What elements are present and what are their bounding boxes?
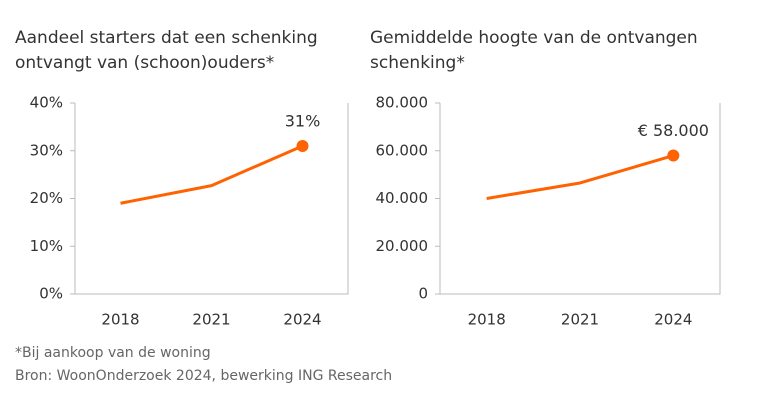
x-tick-label: 2024 <box>654 311 692 329</box>
y-tick-label: 80.000 <box>376 94 429 112</box>
x-tick-label: 2021 <box>192 311 230 329</box>
x-tick-label: 2018 <box>101 311 139 329</box>
source: Bron: WoonOnderzoek 2024, bewerking ING … <box>15 368 393 384</box>
footnote: *Bij aankoop van de woning <box>15 345 211 361</box>
y-tick-label: 20% <box>30 189 63 207</box>
point <box>667 149 680 162</box>
chart-title: Gemiddelde hoogte van de ontvangen schen… <box>370 28 698 73</box>
y-tick-label: 40.000 <box>376 189 429 207</box>
y-tick-label: 30% <box>30 141 63 159</box>
y-tick-label: 0 <box>418 285 428 303</box>
x-tick-label: 2021 <box>561 311 599 329</box>
line <box>486 154 674 200</box>
y-tick-label: 10% <box>30 237 63 255</box>
y-tick-label: 60.000 <box>376 141 429 159</box>
data-label: € 58.000 <box>638 121 709 140</box>
data-label: 31% <box>285 111 321 130</box>
y-tick-label: 0% <box>39 285 63 303</box>
chart-title: Aandeel starters dat een schenking ontva… <box>15 28 318 73</box>
y-tick-label: 20.000 <box>376 237 429 255</box>
x-tick-label: 2024 <box>283 311 321 329</box>
x-tick-label: 2018 <box>468 311 506 329</box>
y-tick-label: 40% <box>30 94 63 112</box>
plot-frame <box>74 103 349 295</box>
point <box>296 139 309 152</box>
line <box>120 144 304 205</box>
